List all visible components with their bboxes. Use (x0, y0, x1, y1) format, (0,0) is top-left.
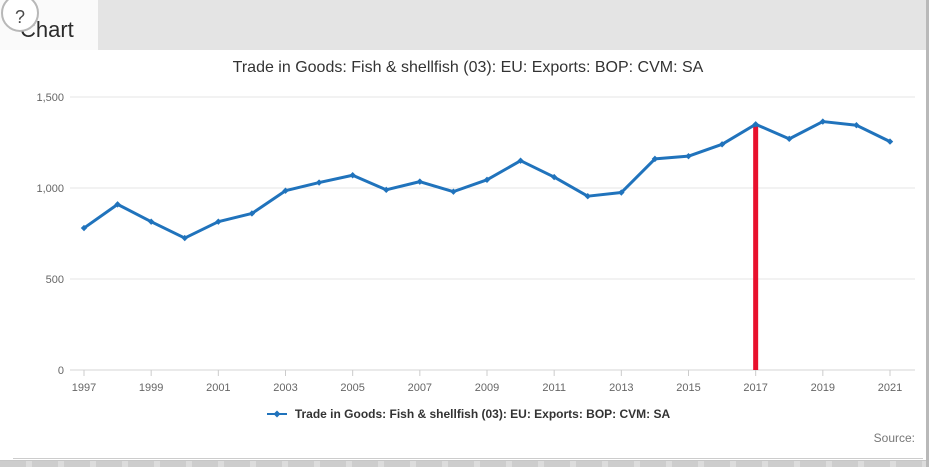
svg-text:2015: 2015 (676, 382, 700, 394)
legend-line-icon (266, 410, 287, 418)
table-header-strip[interactable] (0, 460, 929, 467)
svg-text:500: 500 (46, 274, 64, 286)
line-chart[interactable]: 0 500 1,000 1,500 1997 1999 2001 2003 2005 2007 20… (13, 85, 923, 415)
help-button[interactable]: ? (1, 0, 39, 32)
source-label: Source: (873, 431, 915, 445)
svg-text:1999: 1999 (139, 382, 163, 394)
svg-text:1,000: 1,000 (36, 183, 64, 195)
legend-label: Trade in Goods: Fish & shellfish (03): E… (294, 407, 671, 421)
svg-text:0: 0 (58, 365, 64, 377)
svg-text:2013: 2013 (609, 382, 633, 394)
chart-card: Trade in Goods: Fish & shellfish (03): E… (13, 50, 923, 459)
chart-legend[interactable]: Trade in Goods: Fish & shellfish (03): E… (13, 407, 923, 421)
svg-text:1,500: 1,500 (36, 92, 64, 104)
chart-title: Trade in Goods: Fish & shellfish (03): E… (232, 59, 704, 76)
svg-text:2021: 2021 (878, 382, 902, 394)
svg-text:1997: 1997 (72, 382, 96, 394)
svg-text:2009: 2009 (475, 382, 499, 394)
svg-text:2005: 2005 (340, 382, 364, 394)
svg-text:2017: 2017 (743, 382, 767, 394)
svg-text:2001: 2001 (206, 382, 230, 394)
svg-text:2019: 2019 (811, 382, 835, 394)
svg-text:2011: 2011 (542, 382, 566, 394)
svg-text:2003: 2003 (273, 382, 297, 394)
svg-text:2007: 2007 (408, 382, 432, 394)
question-mark-icon: ? (14, 6, 25, 27)
top-band (0, 0, 929, 50)
vertical-scrollbar[interactable] (926, 0, 929, 467)
